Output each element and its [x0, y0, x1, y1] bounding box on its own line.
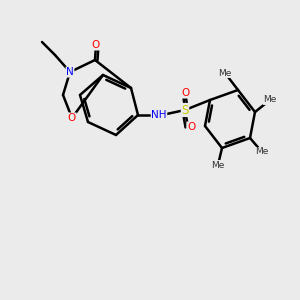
Text: Me: Me — [255, 148, 269, 157]
Text: O: O — [68, 113, 76, 123]
Text: O: O — [92, 40, 100, 50]
Text: O: O — [187, 122, 195, 132]
Text: N: N — [66, 67, 74, 77]
Text: S: S — [181, 103, 189, 116]
Text: Me: Me — [218, 68, 232, 77]
Text: Me: Me — [263, 95, 277, 104]
Text: O: O — [182, 88, 190, 98]
Text: NH: NH — [151, 110, 167, 120]
Text: Me: Me — [211, 160, 225, 169]
